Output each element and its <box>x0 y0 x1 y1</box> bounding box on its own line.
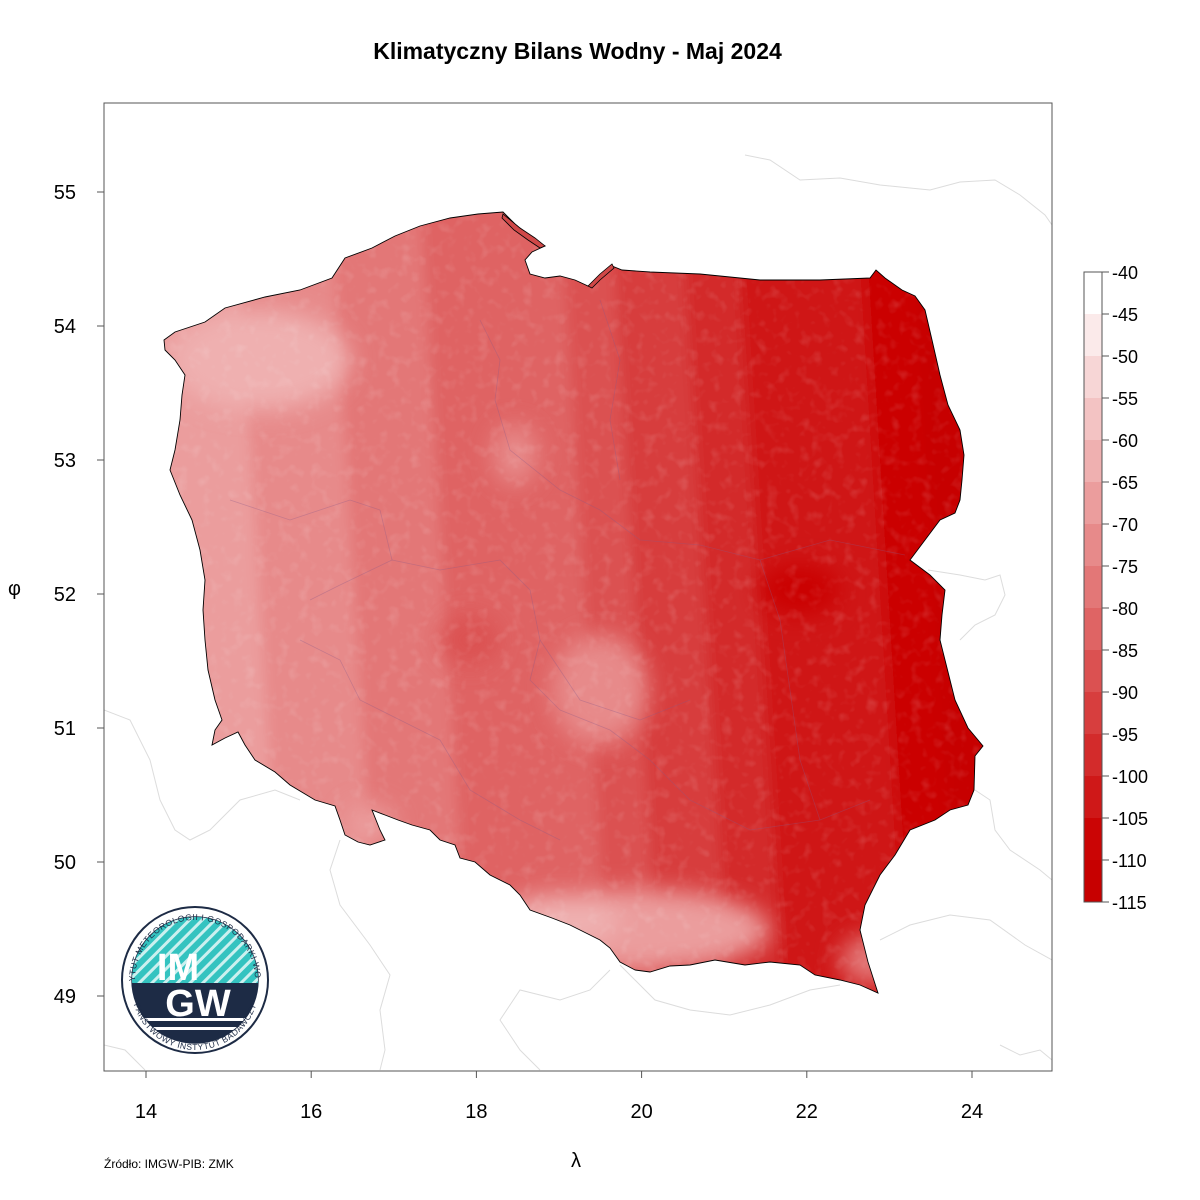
legend-label: -105 <box>1112 809 1148 829</box>
legend-label: -100 <box>1112 767 1148 787</box>
legend-swatch <box>1084 356 1102 399</box>
legend-swatch <box>1084 692 1102 735</box>
y-axis: 55 54 53 52 51 50 49 <box>54 182 104 1008</box>
legend-label: -65 <box>1112 473 1138 493</box>
poland-water-balance-map <box>164 212 983 993</box>
legend-frame <box>1083 271 1103 903</box>
legend-swatch <box>1084 734 1102 777</box>
legend-swatch <box>1084 272 1102 315</box>
x-tick-label: 24 <box>961 1101 983 1123</box>
legend-label: -70 <box>1112 515 1138 535</box>
legend-label: -75 <box>1112 557 1138 577</box>
legend-swatch <box>1084 440 1102 483</box>
hel-peninsula <box>501 213 546 249</box>
legend-label: -60 <box>1112 431 1138 451</box>
plot-frame <box>103 102 1053 1072</box>
legend-swatch <box>1084 860 1102 903</box>
x-axis: 14 16 18 20 22 24 <box>135 1071 983 1123</box>
x-tick-label: 16 <box>300 1101 322 1123</box>
legend-label: -50 <box>1112 347 1138 367</box>
legend-swatch <box>1084 776 1102 819</box>
x-tick-label: 20 <box>630 1101 652 1123</box>
source-note: Źródło: IMGW-PIB: ZMK <box>104 1157 234 1171</box>
x-axis-label: λ <box>571 1150 581 1172</box>
neighbor-borders <box>104 154 1052 1071</box>
y-tick-label: 51 <box>54 718 76 740</box>
legend-swatch <box>1084 482 1102 525</box>
legend-label: -45 <box>1112 305 1138 325</box>
legend-label: -85 <box>1112 641 1138 661</box>
y-tick-label: 55 <box>54 182 76 204</box>
legend-swatch <box>1084 608 1102 651</box>
y-tick-label: 52 <box>54 584 76 606</box>
logo-text-im: IM <box>157 947 199 989</box>
x-tick-label: 14 <box>135 1101 157 1123</box>
vistula-spit <box>587 263 615 289</box>
legend-label: -90 <box>1112 683 1138 703</box>
y-tick-label: 53 <box>54 450 76 472</box>
legend-label: -40 <box>1112 263 1138 283</box>
map-title: Klimatyczny Bilans Wodny - Maj 2024 <box>373 38 782 64</box>
legend-swatch <box>1084 398 1102 441</box>
legend-label: -115 <box>1112 893 1147 913</box>
y-tick-label: 49 <box>54 986 76 1008</box>
legend-swatch <box>1084 524 1102 567</box>
x-tick-label: 22 <box>796 1101 818 1123</box>
x-tick-label: 18 <box>465 1101 487 1123</box>
legend-label: -95 <box>1112 725 1138 745</box>
legend-label: -55 <box>1112 389 1138 409</box>
logo-text-gw: GW <box>165 983 231 1025</box>
legend-swatch <box>1084 818 1102 861</box>
legend-label: -80 <box>1112 599 1138 619</box>
legend-label: -110 <box>1112 851 1147 871</box>
legend-swatch <box>1084 566 1102 609</box>
y-tick-label: 50 <box>54 852 76 874</box>
y-axis-label: φ <box>8 578 21 600</box>
y-tick-label: 54 <box>54 316 76 338</box>
legend-swatch <box>1084 314 1102 357</box>
legend-swatch <box>1084 650 1102 693</box>
color-legend: -40 -45 -50 -55 -60 -65 -70 -75 -80 -85 -90 -95 -100… <box>1083 263 1148 913</box>
